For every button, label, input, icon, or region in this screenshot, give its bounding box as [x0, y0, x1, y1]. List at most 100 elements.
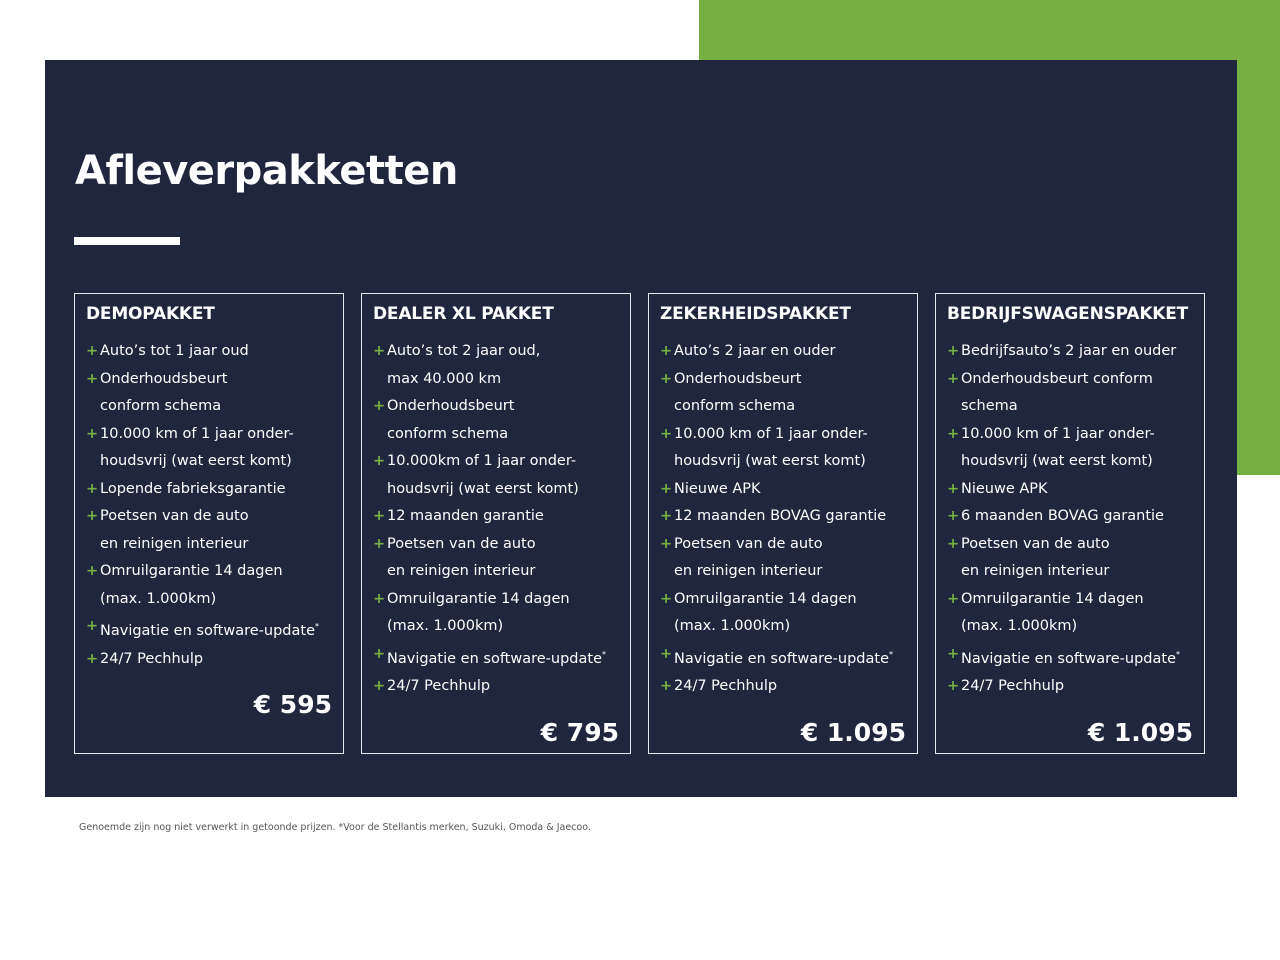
- package-price: € 1.095: [1087, 717, 1193, 747]
- feature-text: max 40.000 km: [387, 370, 502, 387]
- feature-line: (max. 1.000km): [86, 586, 332, 614]
- feature-line: + Onderhoudsbeurt: [86, 366, 332, 394]
- feature-line: houdsvrij (wat eerst komt): [373, 476, 619, 504]
- plus-icon: +: [373, 535, 386, 552]
- footnote: Genoemde zijn nog niet verwerkt in getoo…: [79, 822, 591, 833]
- package-name: BEDRIJFSWAGENSPAKKET: [947, 304, 1189, 324]
- feature-text: houdsvrij (wat eerst komt): [387, 480, 579, 497]
- feature-list: + Auto’s tot 2 jaar oud, max 40.000 km + Ond…: [373, 338, 619, 701]
- feature-text: 12 maanden BOVAG garantie: [674, 508, 887, 524]
- plus-icon: +: [660, 590, 673, 607]
- feature-line: +10.000 km of 1 jaar onder-: [660, 421, 906, 449]
- feature-line: + Omruilgarantie 14 dagen: [947, 586, 1193, 614]
- plus-icon: +: [947, 370, 960, 387]
- feature-line: + Auto’s tot 1 jaar oud: [86, 338, 332, 366]
- feature-text: 10.000 km of 1 jaar onder-: [674, 425, 868, 442]
- feature-line: schema: [947, 393, 1193, 421]
- plus-icon: +: [373, 453, 386, 469]
- feature-text: conform schema: [387, 425, 509, 442]
- feature-line: +24/7 Pechhulp: [86, 646, 332, 674]
- package-price: € 1.095: [800, 717, 906, 747]
- feature-line: + Poetsen van de auto: [660, 531, 906, 559]
- plus-icon: +: [947, 480, 960, 497]
- feature-line: + Lopende fabrieksgarantie: [86, 476, 332, 504]
- feature-text: Poetsen van de auto: [961, 535, 1110, 552]
- plus-icon: +: [86, 370, 99, 387]
- plus-icon: +: [947, 535, 960, 552]
- feature-text: Navigatie en software-update: [961, 650, 1176, 667]
- feature-text: Onderhoudsbeurt: [387, 398, 515, 414]
- feature-line: +12 maanden BOVAG garantie: [660, 503, 906, 531]
- feature-line: + Navigatie en software-update*: [86, 613, 332, 646]
- plus-icon: +: [660, 645, 673, 662]
- feature-text: 10.000 km of 1 jaar onder-: [100, 425, 294, 442]
- feature-line: + Poetsen van de auto: [86, 503, 332, 531]
- package-card: DEMOPAKKET + Auto’s tot 1 jaar oud + Onderho…: [74, 293, 344, 754]
- feature-text: en reinigen interieur: [100, 535, 249, 552]
- plus-icon: +: [947, 645, 960, 662]
- feature-text: 10.000km of 1 jaar onder-: [387, 453, 577, 469]
- feature-line: + Onderhoudsbeurt: [660, 366, 906, 394]
- feature-line: +24/7 Pechhulp: [373, 673, 619, 701]
- feature-line: +10.000km of 1 jaar onder-: [373, 448, 619, 476]
- feature-text: Nieuwe APK: [961, 480, 1048, 497]
- footnote-marker: *: [602, 649, 606, 659]
- feature-text: Omruilgarantie 14 dagen: [674, 590, 857, 607]
- feature-text: 24/7 Pechhulp: [674, 678, 778, 694]
- feature-text: (max. 1.000km): [100, 590, 217, 607]
- plus-icon: +: [373, 678, 386, 694]
- feature-line: conform schema: [86, 393, 332, 421]
- feature-text: 24/7 Pechhulp: [387, 678, 491, 694]
- feature-line: conform schema: [373, 421, 619, 449]
- feature-text: Omruilgarantie 14 dagen: [100, 563, 283, 579]
- page-title: Afleverpakketten: [75, 148, 458, 194]
- plus-icon: +: [86, 343, 99, 359]
- feature-line: en reinigen interieur: [373, 558, 619, 586]
- feature-line: + Nieuwe APK: [947, 476, 1193, 504]
- feature-text: (max. 1.000km): [674, 618, 791, 634]
- feature-text: Auto’s tot 1 jaar oud: [100, 343, 249, 359]
- package-card: ZEKERHEIDSPAKKET + Auto’s 2 jaar en ouder +…: [648, 293, 918, 754]
- feature-text: Onderhoudsbeurt conform: [961, 370, 1153, 387]
- feature-line: houdsvrij (wat eerst komt): [947, 448, 1193, 476]
- title-underline: [74, 237, 180, 245]
- plus-icon: +: [86, 425, 99, 442]
- feature-line: max 40.000 km: [373, 366, 619, 394]
- feature-text: Omruilgarantie 14 dagen: [961, 590, 1144, 607]
- plus-icon: +: [660, 343, 673, 359]
- package-price: € 595: [253, 690, 332, 719]
- feature-list: + Auto’s 2 jaar en ouder + Onderhoudsbeurt c…: [660, 338, 906, 701]
- plus-icon: +: [660, 508, 673, 524]
- feature-text: en reinigen interieur: [387, 563, 536, 579]
- feature-text: (max. 1.000km): [961, 618, 1078, 634]
- feature-line: en reinigen interieur: [86, 531, 332, 559]
- feature-text: houdsvrij (wat eerst komt): [674, 453, 866, 469]
- feature-line: + Auto’s tot 2 jaar oud,: [373, 338, 619, 366]
- feature-text: Auto’s tot 2 jaar oud,: [387, 343, 541, 359]
- feature-line: + Poetsen van de auto: [947, 531, 1193, 559]
- feature-text: en reinigen interieur: [961, 563, 1110, 579]
- plus-icon: +: [86, 563, 99, 579]
- feature-text: houdsvrij (wat eerst komt): [961, 453, 1153, 469]
- footnote-marker: *: [889, 649, 893, 659]
- package-card: BEDRIJFSWAGENSPAKKET + Bedrijfsauto’s 2 ja…: [935, 293, 1205, 754]
- feature-text: 24/7 Pechhulp: [961, 678, 1065, 694]
- plus-icon: +: [947, 590, 960, 607]
- feature-text: Onderhoudsbeurt: [674, 370, 802, 387]
- footnote-marker: *: [1176, 649, 1180, 659]
- feature-list: + Bedrijfsauto’s 2 jaar en ouder + Onderhou…: [947, 338, 1193, 701]
- package-name: ZEKERHEIDSPAKKET: [660, 304, 851, 324]
- feature-text: Poetsen van de auto: [674, 535, 823, 552]
- feature-line: + Omruilgarantie 14 dagen: [86, 558, 332, 586]
- plus-icon: +: [86, 650, 99, 667]
- feature-line: (max. 1.000km): [660, 613, 906, 641]
- feature-list: + Auto’s tot 1 jaar oud + Onderhoudsbeurt co…: [86, 338, 332, 673]
- feature-line: + Auto’s 2 jaar en ouder: [660, 338, 906, 366]
- feature-line: + Navigatie en software-update*: [660, 641, 906, 674]
- feature-line: +10.000 km of 1 jaar onder-: [947, 421, 1193, 449]
- plus-icon: +: [947, 678, 960, 694]
- feature-line: houdsvrij (wat eerst komt): [86, 448, 332, 476]
- plus-icon: +: [660, 480, 673, 497]
- feature-text: Omruilgarantie 14 dagen: [387, 590, 570, 607]
- plus-icon: +: [373, 343, 386, 359]
